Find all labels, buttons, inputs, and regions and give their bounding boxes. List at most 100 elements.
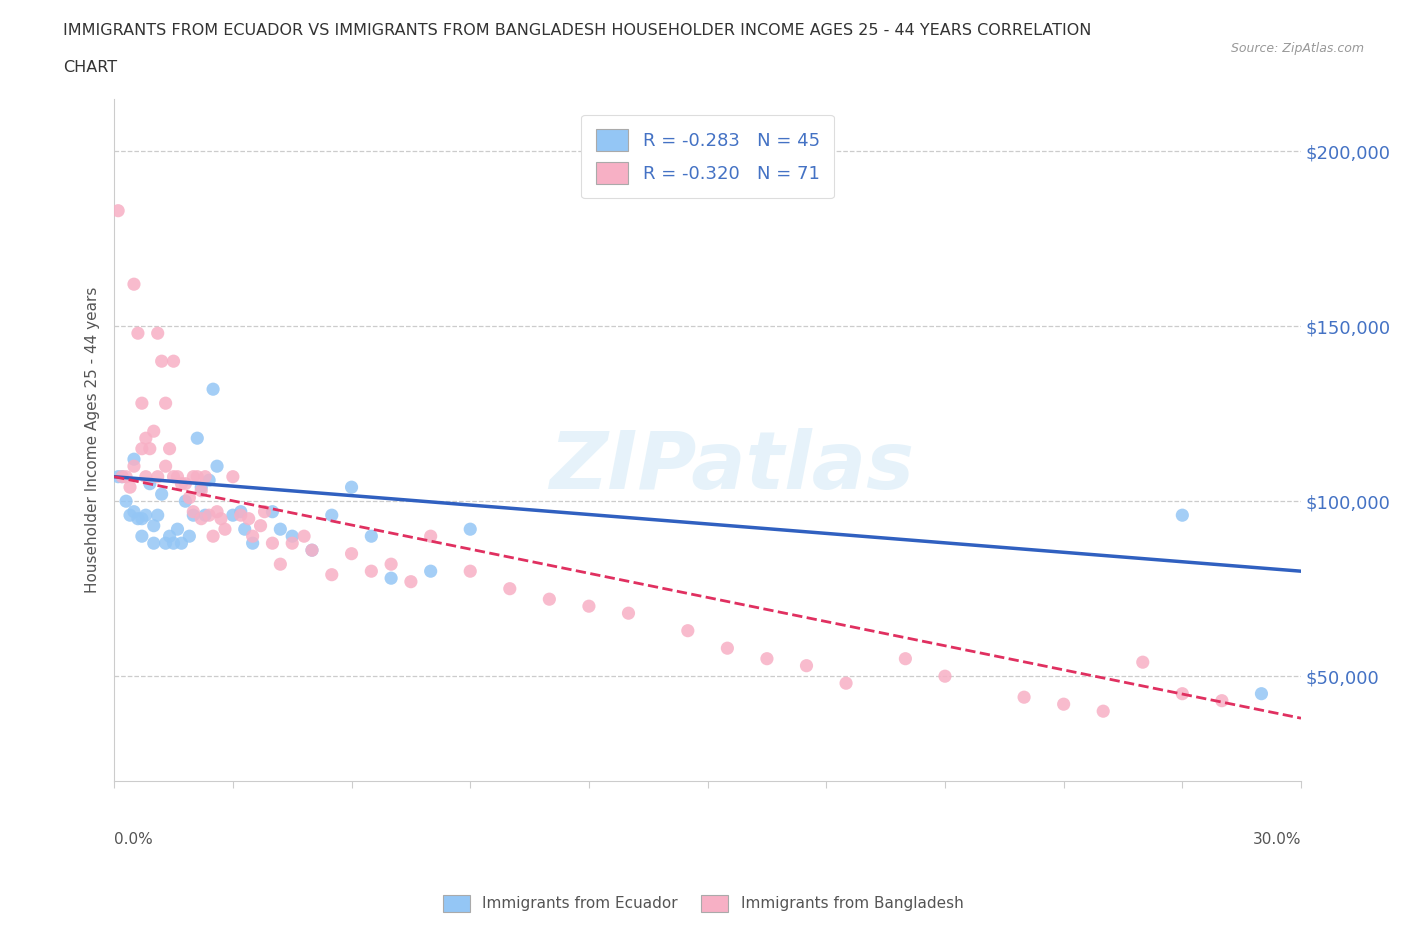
Point xyxy=(222,508,245,523)
Point xyxy=(166,470,188,485)
Point xyxy=(186,470,208,485)
Point xyxy=(127,326,149,340)
Point xyxy=(229,508,252,523)
Point xyxy=(209,512,232,526)
Point xyxy=(155,396,177,411)
Point xyxy=(139,441,162,456)
Point xyxy=(131,396,153,411)
Point xyxy=(179,529,201,544)
Point xyxy=(162,536,184,551)
Point xyxy=(214,522,236,537)
Point xyxy=(281,536,304,551)
Point xyxy=(292,529,315,544)
Point xyxy=(321,567,343,582)
Point xyxy=(181,504,204,519)
Point xyxy=(419,529,441,544)
Point xyxy=(135,508,157,523)
Point xyxy=(835,676,858,691)
Point xyxy=(281,529,304,544)
Point xyxy=(194,508,217,523)
Point xyxy=(115,494,138,509)
Point xyxy=(934,669,956,684)
Point xyxy=(301,543,323,558)
Point xyxy=(166,522,188,537)
Point xyxy=(301,543,323,558)
Point xyxy=(578,599,600,614)
Point xyxy=(399,574,422,589)
Point xyxy=(538,591,561,606)
Point xyxy=(186,431,208,445)
Point xyxy=(162,353,184,368)
Point xyxy=(146,508,169,523)
Point xyxy=(894,651,917,666)
Point xyxy=(131,529,153,544)
Legend: Immigrants from Ecuador, Immigrants from Bangladesh: Immigrants from Ecuador, Immigrants from… xyxy=(436,889,970,918)
Point xyxy=(135,470,157,485)
Point xyxy=(115,470,138,485)
Point xyxy=(380,571,402,586)
Point xyxy=(131,512,153,526)
Legend: R = -0.283   N = 45, R = -0.320   N = 71: R = -0.283 N = 45, R = -0.320 N = 71 xyxy=(581,114,834,198)
Point xyxy=(1053,697,1076,711)
Point xyxy=(142,536,165,551)
Point xyxy=(122,504,145,519)
Point xyxy=(1171,508,1194,523)
Point xyxy=(1132,655,1154,670)
Point xyxy=(419,564,441,578)
Point xyxy=(262,504,284,519)
Point xyxy=(360,564,382,578)
Text: 30.0%: 30.0% xyxy=(1253,832,1301,847)
Point xyxy=(190,484,212,498)
Point xyxy=(233,522,256,537)
Point xyxy=(162,470,184,485)
Point xyxy=(107,204,129,219)
Point xyxy=(181,508,204,523)
Point xyxy=(269,557,291,572)
Text: 0.0%: 0.0% xyxy=(114,832,153,847)
Point xyxy=(249,518,271,533)
Point xyxy=(174,494,197,509)
Point xyxy=(159,529,181,544)
Point xyxy=(111,470,134,485)
Point xyxy=(262,536,284,551)
Point xyxy=(242,529,264,544)
Point xyxy=(142,424,165,439)
Point xyxy=(676,623,699,638)
Point xyxy=(198,508,221,523)
Point xyxy=(170,476,193,491)
Point xyxy=(127,512,149,526)
Point xyxy=(222,470,245,485)
Point xyxy=(155,458,177,473)
Text: IMMIGRANTS FROM ECUADOR VS IMMIGRANTS FROM BANGLADESH HOUSEHOLDER INCOME AGES 25: IMMIGRANTS FROM ECUADOR VS IMMIGRANTS FR… xyxy=(63,23,1091,38)
Point xyxy=(755,651,778,666)
Point xyxy=(1012,690,1035,705)
Point xyxy=(1211,693,1233,708)
Point xyxy=(202,381,225,396)
Point xyxy=(142,518,165,533)
Point xyxy=(146,326,169,340)
Point xyxy=(617,605,640,620)
Point xyxy=(198,472,221,487)
Point xyxy=(1250,686,1272,701)
Point xyxy=(340,546,363,561)
Point xyxy=(380,557,402,572)
Point xyxy=(716,641,738,656)
Point xyxy=(499,581,522,596)
Point xyxy=(205,504,228,519)
Point xyxy=(242,536,264,551)
Point xyxy=(194,470,217,485)
Text: CHART: CHART xyxy=(63,60,117,75)
Point xyxy=(111,470,134,485)
Point xyxy=(1092,704,1115,719)
Point xyxy=(122,452,145,467)
Point xyxy=(146,470,169,485)
Point xyxy=(229,504,252,519)
Point xyxy=(190,512,212,526)
Point xyxy=(269,522,291,537)
Y-axis label: Householder Income Ages 25 - 44 years: Householder Income Ages 25 - 44 years xyxy=(86,286,100,593)
Point xyxy=(179,490,201,505)
Point xyxy=(131,441,153,456)
Point xyxy=(155,536,177,551)
Point xyxy=(139,476,162,491)
Point xyxy=(150,353,173,368)
